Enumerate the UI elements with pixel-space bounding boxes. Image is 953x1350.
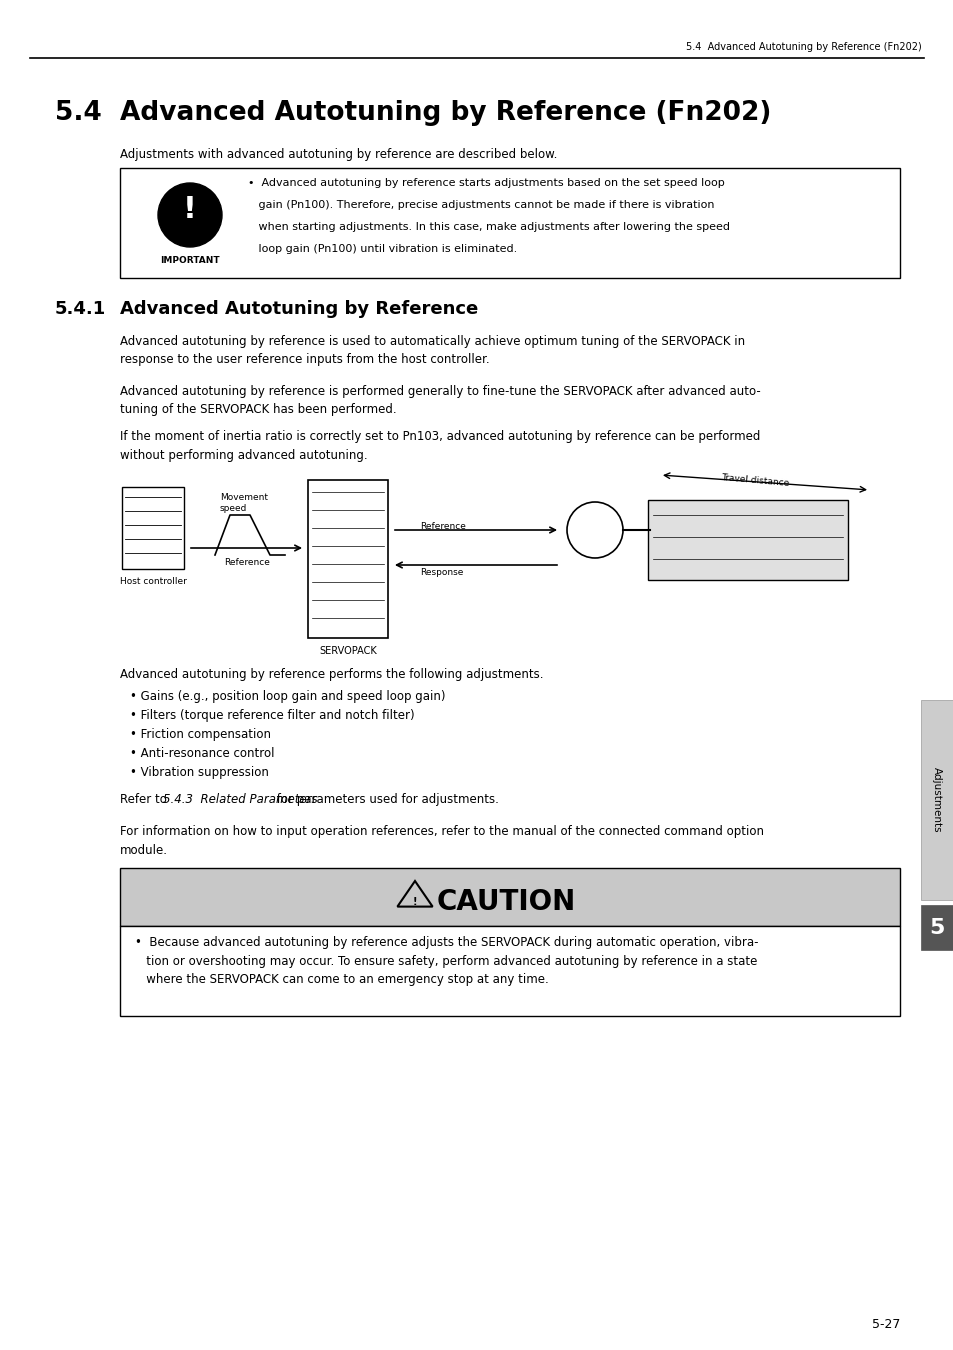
Text: for parameters used for adjustments.: for parameters used for adjustments. xyxy=(273,792,498,806)
Text: gain (Pn100). Therefore, precise adjustments cannot be made if there is vibratio: gain (Pn100). Therefore, precise adjustm… xyxy=(248,200,714,211)
Text: Reference: Reference xyxy=(419,522,465,531)
Text: CAUTION: CAUTION xyxy=(436,888,576,917)
Text: Advanced autotuning by reference performs the following adjustments.: Advanced autotuning by reference perform… xyxy=(120,668,543,680)
Bar xyxy=(120,167,899,278)
Text: Response: Response xyxy=(419,568,463,576)
Text: 5.4  Advanced Autotuning by Reference (Fn202): 5.4 Advanced Autotuning by Reference (Fn… xyxy=(685,42,921,53)
Text: 5.4: 5.4 xyxy=(55,100,102,126)
Text: Advanced autotuning by reference is used to automatically achieve optimum tuning: Advanced autotuning by reference is used… xyxy=(120,335,744,366)
Text: !: ! xyxy=(413,896,416,907)
Bar xyxy=(120,868,899,926)
Text: Reference: Reference xyxy=(224,558,270,567)
Text: Advanced Autotuning by Reference (Fn202): Advanced Autotuning by Reference (Fn202) xyxy=(120,100,771,126)
Text: loop gain (Pn100) until vibration is eliminated.: loop gain (Pn100) until vibration is eli… xyxy=(248,244,517,254)
Bar xyxy=(647,500,847,580)
Text: 5.4.3  Related Parameters: 5.4.3 Related Parameters xyxy=(163,792,317,806)
Text: Adjustments: Adjustments xyxy=(931,767,941,833)
Text: • Filters (torque reference filter and notch filter): • Filters (torque reference filter and n… xyxy=(130,709,415,722)
Text: IMPORTANT: IMPORTANT xyxy=(160,256,219,265)
Text: • Anti-resonance control: • Anti-resonance control xyxy=(130,747,274,760)
Text: • Gains (e.g., position loop gain and speed loop gain): • Gains (e.g., position loop gain and sp… xyxy=(130,690,445,703)
Text: Movement
speed: Movement speed xyxy=(220,493,268,513)
Text: • Vibration suppression: • Vibration suppression xyxy=(130,765,269,779)
Text: when starting adjustments. In this case, make adjustments after lowering the spe: when starting adjustments. In this case,… xyxy=(248,221,729,232)
Text: 5: 5 xyxy=(928,918,943,937)
Text: 5.4.1: 5.4.1 xyxy=(55,300,106,319)
Text: Adjustments with advanced autotuning by reference are described below.: Adjustments with advanced autotuning by … xyxy=(120,148,557,161)
Text: If the moment of inertia ratio is correctly set to Pn103, advanced autotuning by: If the moment of inertia ratio is correc… xyxy=(120,431,760,462)
Text: 5-27: 5-27 xyxy=(871,1318,899,1331)
Text: Host controller: Host controller xyxy=(119,576,186,586)
Text: • Friction compensation: • Friction compensation xyxy=(130,728,271,741)
Text: !: ! xyxy=(183,194,196,224)
Bar xyxy=(122,487,184,568)
Text: Advanced Autotuning by Reference: Advanced Autotuning by Reference xyxy=(120,300,477,319)
Text: For information on how to input operation references, refer to the manual of the: For information on how to input operatio… xyxy=(120,825,763,856)
Bar xyxy=(120,926,899,1017)
Text: Refer to: Refer to xyxy=(120,792,171,806)
Bar xyxy=(920,701,953,900)
Text: SERVOPACK: SERVOPACK xyxy=(319,647,376,656)
Text: Travel distance: Travel distance xyxy=(720,472,788,487)
Text: Advanced autotuning by reference is performed generally to fine-tune the SERVOPA: Advanced autotuning by reference is perf… xyxy=(120,385,760,417)
Bar xyxy=(308,481,388,639)
Text: •  Because advanced autotuning by reference adjusts the SERVOPACK during automat: • Because advanced autotuning by referen… xyxy=(135,936,758,986)
Text: •  Advanced autotuning by reference starts adjustments based on the set speed lo: • Advanced autotuning by reference start… xyxy=(248,178,724,188)
Circle shape xyxy=(158,184,222,247)
Bar xyxy=(920,904,953,950)
